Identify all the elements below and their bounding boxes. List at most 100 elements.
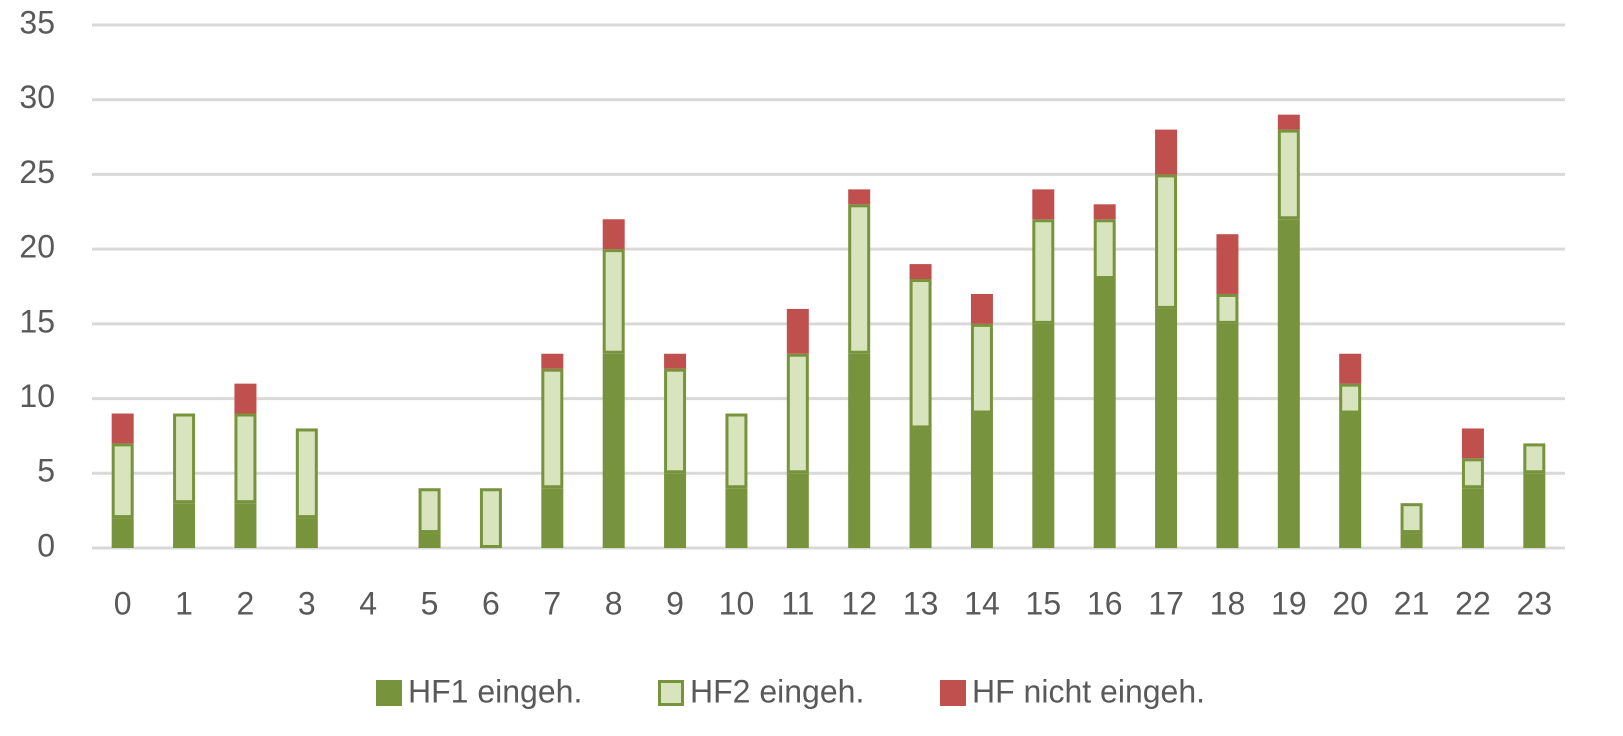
bar-segment	[1277, 219, 1300, 548]
bar-segment	[1339, 383, 1362, 414]
bar-segment	[418, 488, 441, 534]
x-tick-label: 6	[482, 585, 500, 621]
x-tick-label: 10	[719, 585, 755, 621]
bar-segment	[234, 503, 257, 548]
bar-segment	[234, 413, 257, 504]
bar-segment	[725, 488, 748, 548]
bar-segment	[786, 308, 809, 354]
bar-segment	[848, 353, 871, 548]
bar-segment	[602, 219, 625, 250]
x-tick-label: 2	[237, 585, 255, 621]
bar-segment	[479, 488, 502, 549]
y-tick-label: 25	[19, 154, 55, 190]
x-tick-label: 9	[666, 585, 684, 621]
bar-segment	[1339, 413, 1362, 548]
y-tick-label: 20	[19, 229, 55, 265]
legend-swatch	[376, 680, 402, 706]
bar-segment	[786, 353, 809, 474]
bar-segment	[909, 264, 932, 280]
x-tick-label: 20	[1332, 585, 1368, 621]
bar-segment	[1523, 443, 1546, 474]
bar-segment	[111, 443, 134, 519]
bar-segment	[173, 503, 196, 548]
bar-segment	[1093, 204, 1116, 220]
bar-segment	[541, 488, 564, 548]
bar-segment	[602, 249, 625, 354]
legend-label: HF2 eingeh.	[690, 673, 864, 709]
bar-segment	[664, 353, 687, 369]
bar-segment	[1277, 129, 1300, 220]
y-tick-label: 5	[37, 453, 55, 489]
bar-segment	[664, 473, 687, 548]
bar-segment	[1155, 129, 1178, 175]
x-tick-label: 11	[781, 585, 814, 621]
bar-segment	[848, 189, 871, 205]
bar-segment	[970, 293, 993, 324]
bar-segment	[295, 518, 318, 548]
bar-segment	[970, 323, 993, 414]
legend-label: HF nicht eingeh.	[972, 673, 1205, 709]
x-tick-label: 19	[1271, 585, 1307, 621]
x-tick-label: 7	[543, 585, 561, 621]
legend-swatch	[940, 680, 966, 706]
bar-segment	[1461, 488, 1484, 548]
x-tick-label: 5	[421, 585, 439, 621]
x-tick-label: 16	[1087, 585, 1123, 621]
x-tick-label: 4	[359, 585, 377, 621]
bar-segment	[541, 353, 564, 369]
bar-segment	[909, 279, 932, 429]
x-tick-label: 12	[841, 585, 877, 621]
bar-segment	[909, 428, 932, 548]
x-tick-label: 1	[175, 585, 193, 621]
bar-segment	[173, 413, 196, 504]
bar-segment	[602, 353, 625, 548]
x-tick-label: 15	[1026, 585, 1062, 621]
bar-segment	[970, 413, 993, 548]
bar-segment	[1400, 503, 1423, 534]
y-tick-label: 10	[19, 378, 55, 414]
x-tick-label: 23	[1517, 585, 1553, 621]
bar-segment	[1461, 428, 1484, 459]
bar-segment	[1339, 353, 1362, 384]
bar-segment	[541, 368, 564, 489]
bar-segment	[786, 473, 809, 548]
bar-segment	[1461, 458, 1484, 489]
x-tick-label: 13	[903, 585, 939, 621]
bar-segment	[1032, 219, 1055, 324]
bar-segment	[725, 413, 748, 489]
x-tick-label: 22	[1455, 585, 1491, 621]
bar-segment	[111, 413, 134, 444]
x-tick-label: 18	[1210, 585, 1246, 621]
x-tick-label: 17	[1148, 585, 1184, 621]
bar-segment	[848, 204, 871, 354]
x-tick-label: 0	[114, 585, 132, 621]
bar-segment	[664, 368, 687, 474]
bar-segment	[1523, 473, 1546, 548]
y-tick-label: 15	[19, 303, 55, 339]
bar-segment	[1155, 308, 1178, 548]
bar-segment	[1032, 189, 1055, 220]
bar-segment	[1216, 234, 1239, 294]
bar-segment	[1093, 279, 1116, 548]
bar-segment	[1400, 533, 1423, 548]
y-tick-label: 30	[19, 79, 55, 115]
x-tick-label: 14	[964, 585, 1000, 621]
x-tick-label: 3	[298, 585, 316, 621]
bar-segment	[1093, 219, 1116, 280]
legend-label: HF1 eingeh.	[408, 673, 582, 709]
bar-segment	[234, 383, 257, 414]
legend-swatch	[658, 680, 684, 706]
bar-segment	[111, 518, 134, 548]
y-tick-label: 0	[37, 527, 55, 563]
bar-segment	[1032, 323, 1055, 548]
bar-segment	[1155, 174, 1178, 309]
bar-segment	[418, 533, 441, 548]
y-tick-label: 35	[19, 4, 55, 40]
x-tick-label: 8	[605, 585, 623, 621]
bar-segment	[1216, 293, 1239, 324]
bar-segment	[1216, 323, 1239, 548]
bar-segment	[1277, 114, 1300, 130]
x-tick-label: 21	[1394, 585, 1430, 621]
bar-segment	[295, 428, 318, 519]
